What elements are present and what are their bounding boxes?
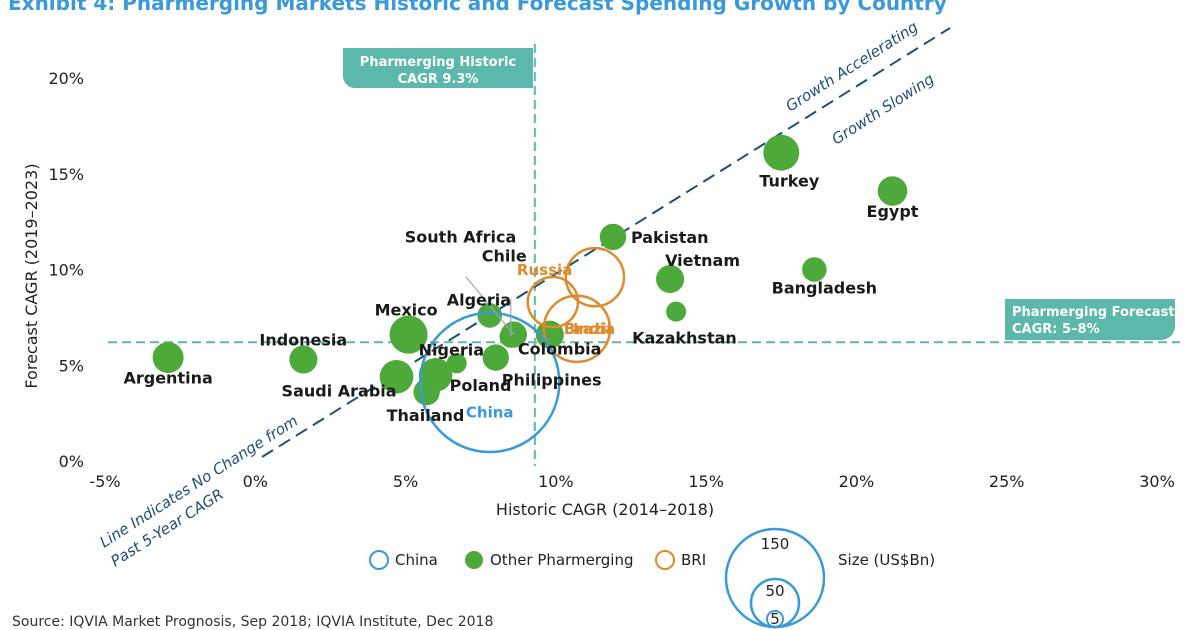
bubble-algeria	[477, 303, 503, 328]
historic-box-line2: CAGR 9.3%	[398, 72, 479, 87]
bubble-china	[418, 311, 561, 454]
label-russia: Russia	[517, 261, 572, 279]
bubble-india	[526, 275, 580, 329]
chart-title: Exhibit 4: Pharmerging Markets Historic …	[8, 0, 947, 15]
x-tick-label: 0%	[243, 472, 268, 491]
label-philippines: Philippines	[502, 371, 602, 390]
forecast-cagr-box: Pharmerging Forecast CAGR: 5–8%	[1005, 299, 1175, 340]
bubble-brazil	[542, 294, 612, 364]
label-algeria: Algeria	[447, 290, 511, 309]
size-legend-value-50: 50	[765, 582, 784, 600]
bubble-indonesia	[289, 345, 318, 374]
label-nigeria: Nigeria	[419, 340, 484, 359]
bubble-saudi-arabia	[379, 359, 414, 394]
x-tick-label: 10%	[538, 472, 574, 491]
x-tick-label: 20%	[839, 472, 875, 491]
historic-box-line1: Pharmerging Historic	[360, 55, 516, 70]
size-legend-value-5: 5	[770, 610, 780, 628]
bubble-egypt	[877, 176, 908, 206]
x-tick-label: -5%	[89, 472, 120, 491]
axis-ticks: -5% 0% 5% 10% 15% 20% 25% 30% 0% 5% 10% 15% 20%	[48, 69, 1174, 491]
label-turkey: Turkey	[759, 172, 820, 191]
label-vietnam: Vietnam	[665, 251, 740, 270]
legend-marker-other	[465, 551, 483, 569]
size-legend: 150 50 5 Size (US$Bn)	[724, 527, 935, 629]
label-mexico: Mexico	[375, 301, 438, 320]
label-india: India	[573, 320, 615, 338]
y-axis-title: Forecast CAGR (2019–2023)	[22, 163, 41, 388]
bubble-russia	[564, 246, 626, 308]
bubble-poland	[418, 358, 453, 392]
bubble-vietnam	[656, 265, 685, 294]
x-tick-label: 5%	[393, 472, 418, 491]
y-tick-label: 0%	[59, 452, 84, 471]
no-change-note-line1: Line Indicates No Change from	[96, 412, 301, 552]
label-chile: Chile	[482, 247, 527, 266]
bubble-mexico	[389, 315, 428, 354]
bubble-turkey	[763, 134, 800, 171]
label-poland: Poland	[450, 376, 512, 395]
label-pakistan: Pakistan	[631, 228, 709, 247]
bubble-philippines	[482, 344, 509, 371]
label-argentina: Argentina	[123, 369, 212, 388]
legend-marker-china	[369, 550, 389, 570]
bubble-kazakhstan	[666, 301, 687, 322]
label-china: China	[466, 403, 514, 421]
forecast-box-line2: CAGR: 5–8%	[1012, 322, 1100, 337]
label-kazakhstan: Kazakhstan	[632, 329, 737, 348]
x-tick-label: 25%	[989, 472, 1025, 491]
legend: China Other Pharmerging BRI	[369, 550, 706, 570]
size-legend-circle-5	[766, 610, 784, 628]
legend-marker-bri	[655, 550, 675, 570]
y-tick-label: 5%	[59, 356, 84, 375]
label-thailand: Thailand	[387, 406, 465, 425]
label-saudi-arabia: Saudi Arabia	[282, 382, 397, 401]
y-tick-label: 10%	[48, 261, 84, 280]
bubble-nigeria	[446, 353, 467, 374]
historic-cagr-box: Pharmerging Historic CAGR 9.3%	[343, 48, 533, 88]
label-brazil: Brazil	[564, 320, 612, 338]
bubble-argentina	[152, 342, 184, 374]
x-axis-title: Historic CAGR (2014–2018)	[496, 500, 714, 519]
label-south-africa: South Africa	[405, 228, 517, 247]
bubble-bangladesh	[802, 257, 827, 282]
label-bangladesh: Bangladesh	[772, 279, 877, 298]
forecast-box-line1: Pharmerging Forecast	[1012, 305, 1175, 320]
legend-label-other: Other Pharmerging	[490, 551, 633, 569]
size-legend-value-150: 150	[761, 535, 790, 553]
source-note: Source: IQVIA Market Prognosis, Sep 2018…	[12, 614, 494, 630]
label-indonesia: Indonesia	[259, 331, 347, 350]
x-tick-label: 15%	[688, 472, 724, 491]
bubble-pakistan	[599, 223, 627, 251]
y-tick-label: 20%	[48, 69, 84, 88]
legend-label-china: China	[395, 551, 438, 569]
label-colombia: Colombia	[518, 340, 602, 359]
bubble-labels: China Turkey Egypt Pakistan Vietnam Banglades…	[123, 172, 918, 425]
legend-label-bri: BRI	[681, 551, 706, 569]
label-egypt: Egypt	[867, 202, 919, 221]
bubble-chile	[499, 325, 523, 348]
leader-line-south-africa	[465, 276, 515, 335]
size-legend-title: Size (US$Bn)	[838, 551, 935, 569]
x-tick-label: 30%	[1139, 472, 1175, 491]
bubbles	[152, 134, 908, 454]
y-tick-label: 15%	[48, 165, 84, 184]
